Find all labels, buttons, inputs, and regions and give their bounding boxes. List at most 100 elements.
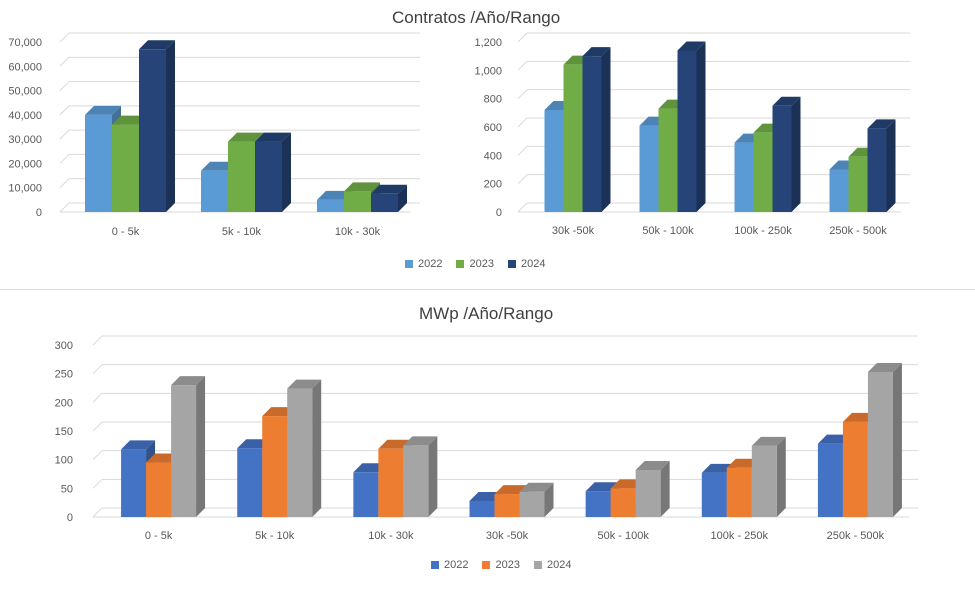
bar-2022 [701,472,727,517]
legend-swatch-2022 [405,260,413,268]
y-tick-label: 200 [484,179,502,191]
gridline-diag [517,174,528,185]
gridline-diag [92,335,103,346]
gridline-diag [59,32,70,43]
x-tick-label: 250k - 500k [829,225,887,237]
y-tick-label: 30,000 [8,134,42,146]
bar-2023 [848,156,868,212]
chart-title-contratos: Contratos /Año/Rango [392,8,561,27]
legend-label: 2022 [418,258,443,270]
y-tick-label: 150 [55,426,73,438]
y-tick-label: 200 [55,397,73,409]
gridline-diag [59,178,70,189]
bar-top-2024 [582,47,611,57]
bar-side-2024 [791,96,801,212]
bar-top-2023 [344,182,380,192]
bar-2024 [635,469,661,517]
bar-2023 [658,108,678,212]
bar-side-2024 [886,119,896,212]
legend-label: 2022 [444,559,469,571]
legend-label: 2024 [546,559,572,571]
bar-2022 [829,169,849,212]
y-tick-label: 300 [55,340,73,352]
bar-top-2024 [403,436,438,446]
bar-top-2022 [85,105,121,115]
bar-2023 [753,132,773,212]
bar-2024 [867,128,887,212]
bar-2024 [139,49,166,213]
legend-swatch-2024 [507,260,516,268]
y-tick-label: 20,000 [8,158,42,170]
bar-2023 [378,448,404,517]
bar-2023 [262,416,288,517]
bar-side-2024 [398,184,407,212]
legend-item-2023: 2023 [482,559,520,571]
x-tick-label: 100k - 250k [734,225,792,237]
gridline-diag [517,202,528,213]
bar-side-2024 [312,379,322,517]
bar-2024 [287,388,313,517]
bar-top-2023 [228,132,264,142]
bar-2024 [403,445,429,517]
x-tick-label: 10k - 30k [335,226,381,238]
bar-2023 [112,124,139,212]
y-tick-label: 70,000 [8,37,42,49]
legend-item-2022: 2022 [431,559,468,571]
gridline-diag [92,478,103,489]
y-tick-label: 50 [61,483,73,495]
bar-2023 [610,488,636,517]
legend-contratos: 2022 2023 2024 [405,258,545,270]
bar-top-2024 [772,96,801,106]
x-tick-label: 250k - 500k [827,530,885,542]
bar-2023 [344,191,371,212]
gridline-diag [517,60,528,71]
bar-2024 [867,371,893,517]
bar-2024 [371,193,398,212]
y-tick-label: 40,000 [8,110,42,122]
bar-side-2024 [660,460,670,517]
y-tick-label: 400 [484,150,502,162]
gridline-diag [517,32,528,43]
section-divider [0,289,975,290]
bar-2022 [201,170,228,212]
y-tick-label: 1,000 [474,65,502,77]
y-tick-label: 0 [36,207,42,219]
bar-side-2024 [696,41,706,212]
x-tick-label: 10k - 30k [368,530,414,542]
bar-top-2024 [371,184,407,194]
x-tick-label: 5k - 10k [222,226,262,238]
bar-2022 [121,449,147,517]
y-tick-label: 60,000 [8,61,42,73]
bar-top-2024 [867,119,896,129]
gridline-diag [59,202,70,213]
y-tick-label: 0 [496,207,502,219]
bar-2022 [317,199,344,212]
gridline-diag [517,89,528,100]
gridline-diag [59,56,70,67]
x-tick-label: 0 - 5k [145,530,173,542]
gridline-diag [517,145,528,156]
y-tick-label: 600 [484,122,502,134]
legend-swatch-2024 [533,561,542,569]
legend-label: 2023 [469,258,494,270]
bar-2022 [734,142,754,212]
y-tick-label: 0 [67,512,73,524]
bar-side-2024 [428,436,438,517]
bar-2022 [353,472,379,517]
bar-2024 [772,105,792,212]
gridline-diag [92,364,103,375]
legend-swatch-2022 [431,561,439,569]
gridline-diag [92,507,103,518]
bar-side-2024 [196,376,206,517]
bar-top-2024 [677,41,706,51]
y-tick-label: 50,000 [8,86,42,98]
legend-label: 2023 [495,559,520,571]
bar-side-2024 [166,40,175,213]
bar-top-2024 [255,132,291,142]
x-tick-label: 50k - 100k [642,225,694,237]
x-tick-label: 100k - 250k [711,530,769,542]
chart-title-mwp: MWp /Año/Rango [419,304,554,323]
bar-2022 [85,114,112,212]
gridline-diag [59,105,70,116]
